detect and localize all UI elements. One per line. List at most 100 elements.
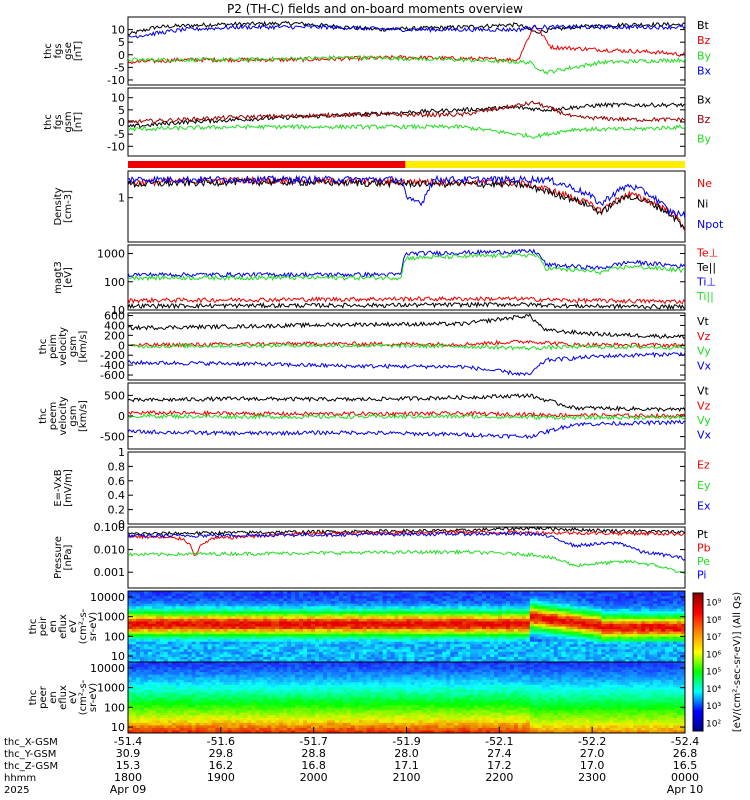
spectrogram-cell [641,626,646,630]
spectrogram-cell [287,598,292,602]
spectrogram-cell [482,626,487,630]
spectrogram-cell [366,598,372,602]
spectrogram-cell [625,596,630,600]
spectrogram-cell [390,623,396,627]
spectrogram-cell [195,608,201,612]
spectrogram-cell [354,641,360,645]
spectrogram-cell [143,598,149,602]
spectrogram-cell [577,608,583,612]
spectrogram-cell [426,631,431,635]
spectrogram-cell [665,591,670,595]
spectrogram-cell [494,613,499,617]
spectrogram-cell [199,717,205,721]
spectrogram-cell [215,677,221,681]
spectrogram-cell [641,636,646,640]
spectrogram-cell [187,727,193,731]
spectrogram-cell [394,659,400,663]
spectrogram-cell [219,641,224,645]
spectrogram-cell [669,629,674,633]
spectrogram-cell [255,618,260,622]
spectrogram-cell [569,601,575,605]
spectrogram-cell [235,687,240,691]
spectrogram-cell [211,684,217,688]
spectrogram-cell [159,608,165,612]
series-line-Te|| [127,301,686,311]
spectrogram-cell [271,646,276,650]
spectrogram-cell [573,644,579,648]
spectrogram-cell [525,656,531,660]
spectrogram-cell [549,598,555,602]
spectrogram-cell [649,608,654,612]
spectrogram-cell [422,629,427,633]
spectrogram-cell [211,720,217,724]
spectrogram-cell [657,603,662,607]
spectrogram-cell [645,636,650,640]
spectrogram-cell [135,601,141,605]
spectrogram-cell [498,613,503,617]
spectrogram-cell [203,598,209,602]
spectrogram-cell [235,598,240,602]
spectrogram-cell [613,646,618,650]
spectrogram-cell [601,618,606,622]
spectrogram-cell [219,593,224,597]
spectrogram-cell [318,634,324,638]
spectrogram-cell [474,606,479,610]
spectrogram-cell [553,606,559,610]
spectrogram-cell [207,722,213,726]
spectrogram-cell [478,623,483,627]
spectrogram-cell [223,634,228,638]
spectrogram-cell [386,636,392,640]
spectrogram-cell [263,654,268,658]
spectrogram-cell [390,654,396,658]
spectrogram-cell [143,712,149,716]
spectrogram-cell [187,692,193,696]
spectrogram-cell [135,705,141,709]
spectrogram-cell [649,616,654,620]
spectrogram-cell [151,591,157,595]
spectrogram-cell [533,593,539,597]
spectrogram-cell [374,639,380,643]
spectrogram-cell [601,596,606,600]
spectrogram-cell [533,596,539,600]
spectrogram-cell [211,606,217,610]
spectrogram-cell [390,656,396,660]
spectrogram-cell [159,606,165,610]
spectrogram-cell [179,656,185,660]
spectrogram-cell [657,598,662,602]
spectrogram-cell [394,646,400,650]
spectrogram-cell [537,626,543,630]
spectrogram-cell [577,611,583,615]
spectrogram-cell [354,596,360,600]
spectrogram-cell [625,656,630,660]
spectrogram-cell [163,641,169,645]
spectrogram-cell [374,634,380,638]
spectrogram-cell [657,644,662,648]
spectrogram-cell [135,687,141,691]
spectrogram-cell [179,672,185,676]
spectrogram-cell [207,674,213,678]
spectrogram-cell [147,674,153,678]
spectrogram-cell [187,710,193,714]
spectrogram-cell [386,603,392,607]
spectrogram-cell [621,641,626,645]
spectrogram-cell [613,626,618,630]
spectrogram-cell [199,623,205,627]
y-axis-label: gsm [63,111,74,132]
spectrogram-cell [279,606,284,610]
spectrogram-cell [322,603,328,607]
spectrogram-cell [370,646,376,650]
spectrogram-cell [486,654,491,658]
spectrogram-cell [147,618,153,622]
spectrogram-cell [565,616,571,620]
spectrogram-cell [653,601,658,605]
spectrogram-cell [438,601,443,605]
spectrogram-cell [255,636,260,640]
spectrogram-cell [243,702,248,706]
spectrogram-cell [227,697,232,701]
spectrogram-cell [171,601,177,605]
spectrogram-cell [470,616,475,620]
spectrogram-cell [135,679,141,683]
spectrogram-cell [529,629,535,633]
spectrogram-cell [350,593,356,597]
